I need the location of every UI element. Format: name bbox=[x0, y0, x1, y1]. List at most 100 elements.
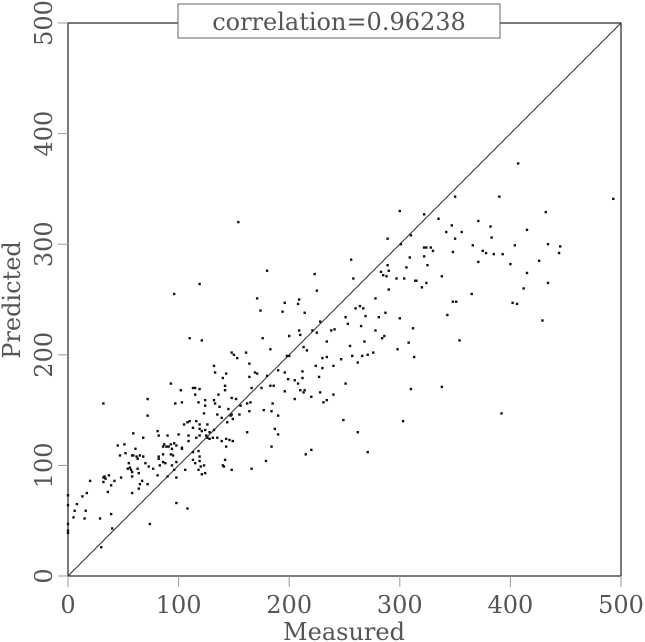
data-point bbox=[156, 474, 159, 477]
data-point bbox=[224, 437, 228, 441]
data-point bbox=[102, 480, 105, 484]
data-point bbox=[191, 450, 195, 454]
data-point bbox=[450, 224, 453, 227]
data-point bbox=[186, 507, 189, 510]
data-point bbox=[446, 313, 449, 317]
data-point bbox=[232, 353, 236, 356]
data-point bbox=[151, 467, 155, 470]
data-point bbox=[262, 408, 265, 412]
data-point bbox=[127, 461, 131, 465]
data-point bbox=[138, 454, 142, 457]
data-point bbox=[137, 471, 140, 475]
data-point bbox=[172, 468, 176, 472]
data-point bbox=[161, 453, 165, 456]
data-point bbox=[296, 302, 300, 306]
data-point bbox=[544, 210, 547, 214]
data-point bbox=[88, 479, 92, 483]
data-point bbox=[193, 461, 197, 465]
data-point bbox=[198, 423, 201, 426]
y-tick-label: 300 bbox=[30, 221, 58, 267]
data-point bbox=[311, 329, 314, 332]
x-axis-label: Measured bbox=[283, 618, 405, 642]
data-point bbox=[301, 376, 304, 380]
data-point bbox=[379, 270, 383, 274]
data-point bbox=[431, 249, 435, 253]
data-point bbox=[224, 445, 228, 448]
data-point bbox=[130, 470, 134, 474]
data-point bbox=[511, 301, 514, 305]
data-point bbox=[296, 382, 300, 385]
data-point bbox=[374, 329, 377, 332]
data-point bbox=[422, 255, 426, 258]
data-point bbox=[98, 517, 102, 520]
data-point bbox=[525, 271, 529, 275]
data-point bbox=[193, 386, 197, 390]
title-box bbox=[177, 3, 501, 39]
data-point bbox=[200, 473, 204, 476]
data-point bbox=[288, 334, 291, 338]
data-point bbox=[191, 426, 195, 429]
data-point bbox=[211, 436, 215, 439]
data-point bbox=[172, 442, 176, 445]
y-tick-label: 100 bbox=[30, 442, 58, 488]
data-point bbox=[264, 459, 268, 463]
data-point bbox=[83, 517, 86, 520]
data-point bbox=[132, 432, 135, 435]
data-point bbox=[303, 388, 306, 392]
data-point bbox=[272, 384, 275, 387]
data-point bbox=[237, 220, 240, 224]
data-point bbox=[426, 264, 429, 267]
data-point bbox=[130, 475, 134, 478]
data-point bbox=[537, 259, 541, 262]
data-point bbox=[245, 402, 249, 405]
data-point bbox=[146, 414, 149, 417]
data-point bbox=[203, 404, 207, 407]
data-point bbox=[276, 369, 280, 372]
data-point bbox=[315, 331, 319, 334]
data-point bbox=[484, 251, 488, 255]
x-tick-label: 0 bbox=[60, 591, 75, 619]
data-point bbox=[269, 348, 272, 351]
data-point bbox=[317, 375, 321, 379]
x-tick-label: 300 bbox=[377, 591, 423, 619]
data-point bbox=[66, 531, 70, 535]
data-points bbox=[66, 162, 615, 549]
data-point bbox=[198, 282, 201, 286]
data-point bbox=[231, 417, 234, 421]
data-point bbox=[451, 250, 455, 254]
data-point bbox=[228, 438, 231, 442]
data-point bbox=[129, 468, 133, 472]
data-point bbox=[253, 371, 257, 374]
data-point bbox=[177, 433, 180, 436]
data-point bbox=[113, 479, 116, 483]
data-point bbox=[250, 386, 253, 390]
data-point bbox=[500, 412, 503, 415]
data-point bbox=[164, 461, 167, 465]
data-point bbox=[314, 364, 317, 368]
data-point bbox=[411, 327, 415, 330]
data-point bbox=[135, 455, 138, 458]
data-point bbox=[148, 522, 152, 526]
data-point bbox=[167, 445, 170, 448]
data-point bbox=[102, 402, 105, 405]
data-point bbox=[66, 522, 70, 526]
data-point bbox=[384, 311, 387, 314]
data-point bbox=[169, 382, 173, 385]
data-point bbox=[157, 434, 160, 437]
data-point bbox=[205, 434, 208, 437]
data-point bbox=[188, 419, 191, 423]
data-point bbox=[188, 337, 191, 340]
data-point bbox=[398, 209, 401, 213]
data-point bbox=[270, 445, 273, 448]
data-point bbox=[382, 273, 385, 277]
data-point bbox=[230, 396, 233, 400]
data-point bbox=[180, 447, 184, 451]
data-point bbox=[166, 475, 169, 478]
data-point bbox=[359, 324, 363, 328]
data-point bbox=[212, 428, 216, 432]
data-point bbox=[283, 371, 286, 374]
data-point bbox=[352, 277, 355, 280]
data-point bbox=[513, 244, 517, 247]
data-point bbox=[276, 414, 280, 417]
data-point bbox=[401, 419, 405, 423]
